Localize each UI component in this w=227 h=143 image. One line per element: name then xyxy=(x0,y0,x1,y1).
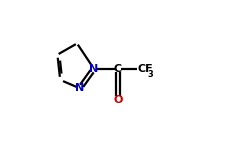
Text: N: N xyxy=(75,83,84,93)
Text: C: C xyxy=(114,64,122,74)
Text: O: O xyxy=(113,95,122,105)
Text: N: N xyxy=(89,64,99,74)
Text: CF: CF xyxy=(137,64,153,74)
Text: 3: 3 xyxy=(148,70,154,79)
